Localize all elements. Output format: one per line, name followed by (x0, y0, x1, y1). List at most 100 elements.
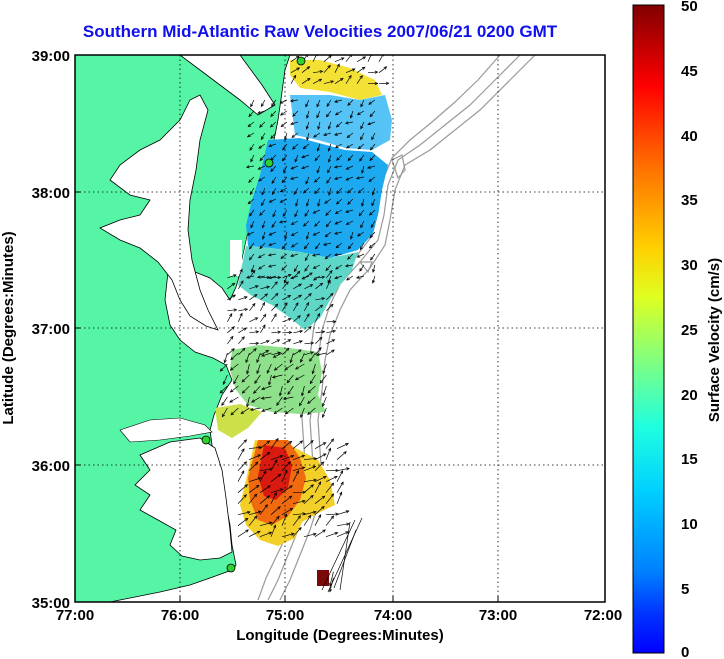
velocity-vector-head (324, 255, 329, 260)
velocity-vector (268, 264, 276, 268)
velocity-vector (336, 510, 349, 516)
velocity-vector (372, 264, 376, 273)
velocity-vector (372, 275, 376, 284)
velocity-vector-head (243, 439, 248, 443)
velocity-vector-head (273, 524, 277, 529)
velocity-vector-head (241, 336, 245, 340)
velocity-vector (293, 330, 303, 334)
velocity-vector (294, 154, 299, 162)
velocity-vector-head (245, 359, 249, 364)
velocity-vector (358, 143, 365, 150)
velocity-vector-head (265, 350, 270, 354)
velocity-vector (315, 337, 323, 345)
velocity-vector-head (231, 348, 235, 352)
velocity-vector-head (360, 103, 364, 108)
velocity-vector-head (249, 212, 253, 217)
velocity-vector (271, 220, 277, 228)
velocity-vector (294, 209, 299, 217)
velocity-vector-head (278, 220, 283, 224)
y-tick-labels: 39:00 38:00 37:00 36:00 35:00 (32, 48, 70, 612)
velocity-vector (248, 493, 257, 504)
velocity-vector (260, 293, 268, 301)
velocity-vector (345, 68, 356, 74)
velocity-vector (259, 154, 266, 161)
velocity-vector-head (299, 402, 303, 407)
velocity-vector-head (277, 275, 282, 280)
velocity-vector-head (273, 367, 278, 371)
velocity-vector-head (261, 408, 265, 412)
velocity-vector-head (313, 478, 317, 482)
velocity-vector-head (318, 336, 323, 341)
velocity-vector-head (299, 440, 304, 444)
velocity-vector (339, 521, 351, 591)
velocity-vector (336, 531, 349, 538)
velocity-vector-head (321, 275, 326, 279)
velocity-vector-head (334, 532, 339, 536)
velocity-vector-head (221, 402, 225, 406)
velocity-vector-head (321, 505, 325, 510)
velocity-vector-head (310, 494, 314, 499)
velocity-vector (293, 294, 302, 301)
velocity-vector-head (273, 491, 277, 496)
velocity-vector-head (290, 253, 294, 257)
velocity-vector (240, 407, 250, 414)
velocity-vector-head (289, 485, 293, 489)
velocity-vector (292, 455, 305, 461)
velocity-vector (248, 461, 259, 471)
velocity-vector (336, 470, 344, 482)
velocity-vector (291, 132, 299, 138)
velocity-vector-head (327, 158, 331, 163)
velocity-vector-head (295, 302, 299, 306)
velocity-vector-head (371, 136, 375, 141)
velocity-vector (238, 348, 246, 356)
velocity-vector-head (321, 495, 326, 499)
velocity-vector (250, 407, 261, 411)
velocity-vector-head (301, 454, 306, 458)
velocity-vector (329, 571, 334, 586)
velocity-vector-head (258, 266, 262, 270)
velocity-vector-head (268, 531, 273, 535)
velocity-vector (249, 187, 255, 195)
velocity-vector-head (334, 145, 339, 149)
velocity-vector-head (246, 134, 251, 138)
velocity-vector (249, 285, 259, 290)
velocity-vector-head (325, 223, 330, 228)
velocity-vector-head (334, 132, 338, 136)
velocity-vector (301, 78, 311, 84)
velocity-vector-head (330, 515, 335, 519)
velocity-vector-head (356, 254, 361, 258)
velocity-vector (370, 143, 376, 151)
velocity-vector-head (246, 403, 250, 408)
velocity-vector (305, 176, 310, 184)
velocity-vector-head (266, 285, 271, 289)
velocity-vector (270, 473, 282, 482)
velocity-vector-head (231, 282, 236, 287)
velocity-vector-head (309, 358, 313, 362)
velocity-vector-head (325, 113, 330, 118)
velocity-vector (291, 242, 299, 248)
velocity-vector (293, 283, 302, 290)
velocity-vector-head (257, 255, 262, 259)
velocity-vector (249, 303, 256, 312)
velocity-vector-head (307, 411, 311, 416)
velocity-vector (259, 440, 270, 449)
velocity-vector-head (276, 402, 280, 406)
velocity-vector (356, 275, 364, 279)
velocity-vector (261, 198, 266, 206)
velocity-vector-head (223, 359, 227, 364)
velocity-vector (229, 396, 239, 403)
velocity-vector (280, 99, 288, 104)
velocity-vector (249, 270, 256, 279)
velocity-vector (367, 71, 378, 74)
velocity-vector-head (229, 389, 234, 393)
velocity-vector-head (268, 199, 273, 203)
velocity-vector-head (322, 442, 327, 446)
velocity-vector-head (230, 411, 235, 416)
velocity-vector-head (334, 276, 339, 280)
velocity-vector (334, 63, 340, 73)
velocity-vector-head (306, 313, 310, 317)
velocity-vector (249, 342, 259, 345)
velocity-vector-head (351, 68, 356, 72)
velocity-vector-head (327, 279, 331, 284)
velocity-vector (359, 154, 365, 162)
